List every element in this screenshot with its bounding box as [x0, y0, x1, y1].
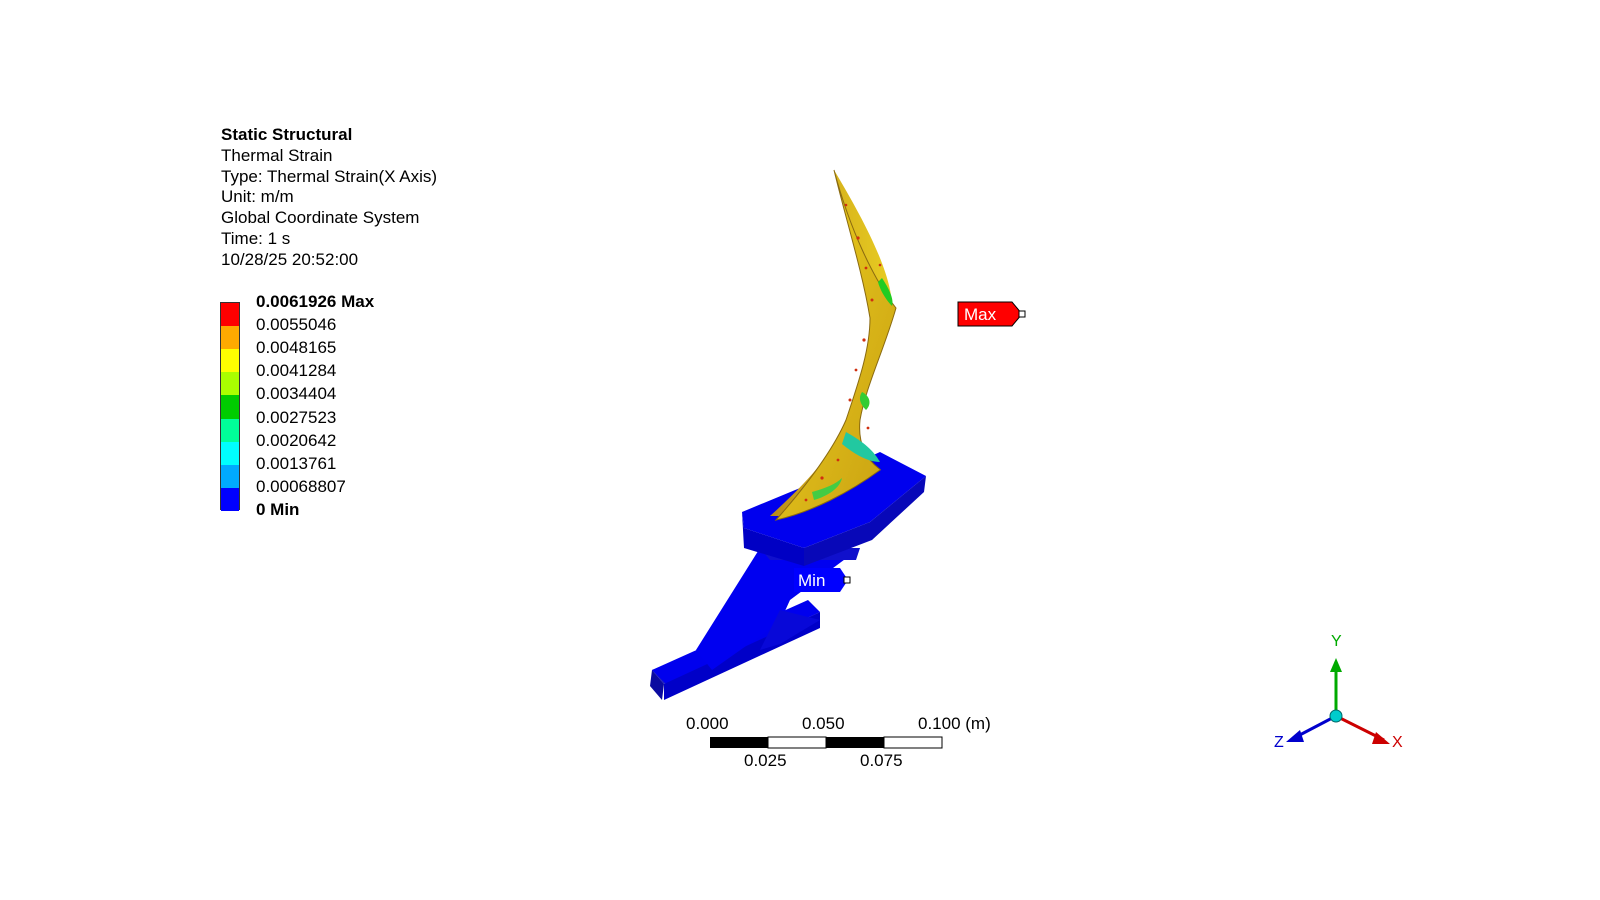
legend-level-label: 0.0048165	[256, 338, 337, 358]
contour-green-band-3	[812, 478, 842, 500]
result-name: Thermal Strain	[221, 145, 333, 165]
scale-label-0: 0.000	[686, 714, 729, 733]
contour-red-specks	[804, 203, 882, 502]
result-unit: Unit: m/m	[221, 187, 294, 207]
legend-band	[221, 349, 239, 373]
analysis-title: Static Structural	[221, 125, 353, 144]
legend-band	[221, 441, 239, 466]
legend-level-label: 0.0027523	[256, 407, 337, 427]
legend-band	[221, 418, 239, 443]
min-probe-tag[interactable]: Min	[794, 568, 851, 592]
legend-band	[221, 487, 239, 512]
legend-level-label: 0.0013761	[256, 453, 337, 473]
root-foot-top	[650, 670, 664, 700]
scale-label-050: 0.050	[802, 714, 845, 733]
triad-z-label: Z	[1274, 734, 1284, 751]
legend-min-label: 0 Min	[256, 500, 300, 519]
platform-side	[804, 476, 926, 566]
legend-level-label: 0.0034404	[256, 384, 337, 404]
max-tag-label: Max	[964, 305, 997, 324]
legend-band	[221, 395, 239, 420]
max-probe-tag[interactable]: Max	[957, 301, 1026, 327]
legend-band	[221, 372, 239, 396]
legend-band	[221, 303, 239, 327]
legend-color-bar	[220, 302, 240, 512]
legend-band	[221, 464, 239, 489]
root-shank	[696, 548, 860, 670]
result-time: Time: 1 s	[221, 228, 291, 248]
legend-level-label: 0.0055046	[256, 315, 337, 335]
coordinate-triad[interactable]: Y X Z	[1274, 633, 1403, 751]
legend-band	[221, 326, 239, 350]
min-tag-label: Min	[798, 571, 825, 590]
triad-y-label: Y	[1331, 633, 1342, 650]
result-timestamp: 10/28/25 20:52:00	[221, 249, 359, 269]
coordinate-system: Global Coordinate System	[221, 208, 420, 228]
scale-label-025: 0.025	[744, 751, 787, 770]
triad-x-label: X	[1392, 734, 1403, 751]
platform-front	[742, 512, 804, 566]
scale-bar: 0.000 0.050 0.100 (m) 0.025 0.075	[686, 714, 991, 770]
scale-label-075: 0.075	[860, 751, 903, 770]
result-type: Type: Thermal Strain(X Axis)	[221, 166, 438, 186]
platform-top	[742, 452, 926, 548]
airfoil-surface	[774, 169, 897, 521]
turbine-blade-model[interactable]	[650, 169, 926, 700]
legend-level-label: 0.00068807	[256, 476, 346, 496]
scale-label-100: 0.100 (m)	[918, 714, 991, 733]
root-lower-web	[760, 610, 820, 650]
contour-green-band-2	[859, 392, 870, 410]
contour-teal-band	[842, 432, 880, 462]
result-info: Static Structural Thermal Strain Type: T…	[221, 125, 437, 271]
legend-level-label: 0.0020642	[256, 430, 337, 450]
legend-level-label: 0.0041284	[256, 361, 337, 381]
contour-green-band	[878, 278, 893, 306]
legend-max-label: 0.0061926 Max	[256, 292, 375, 311]
